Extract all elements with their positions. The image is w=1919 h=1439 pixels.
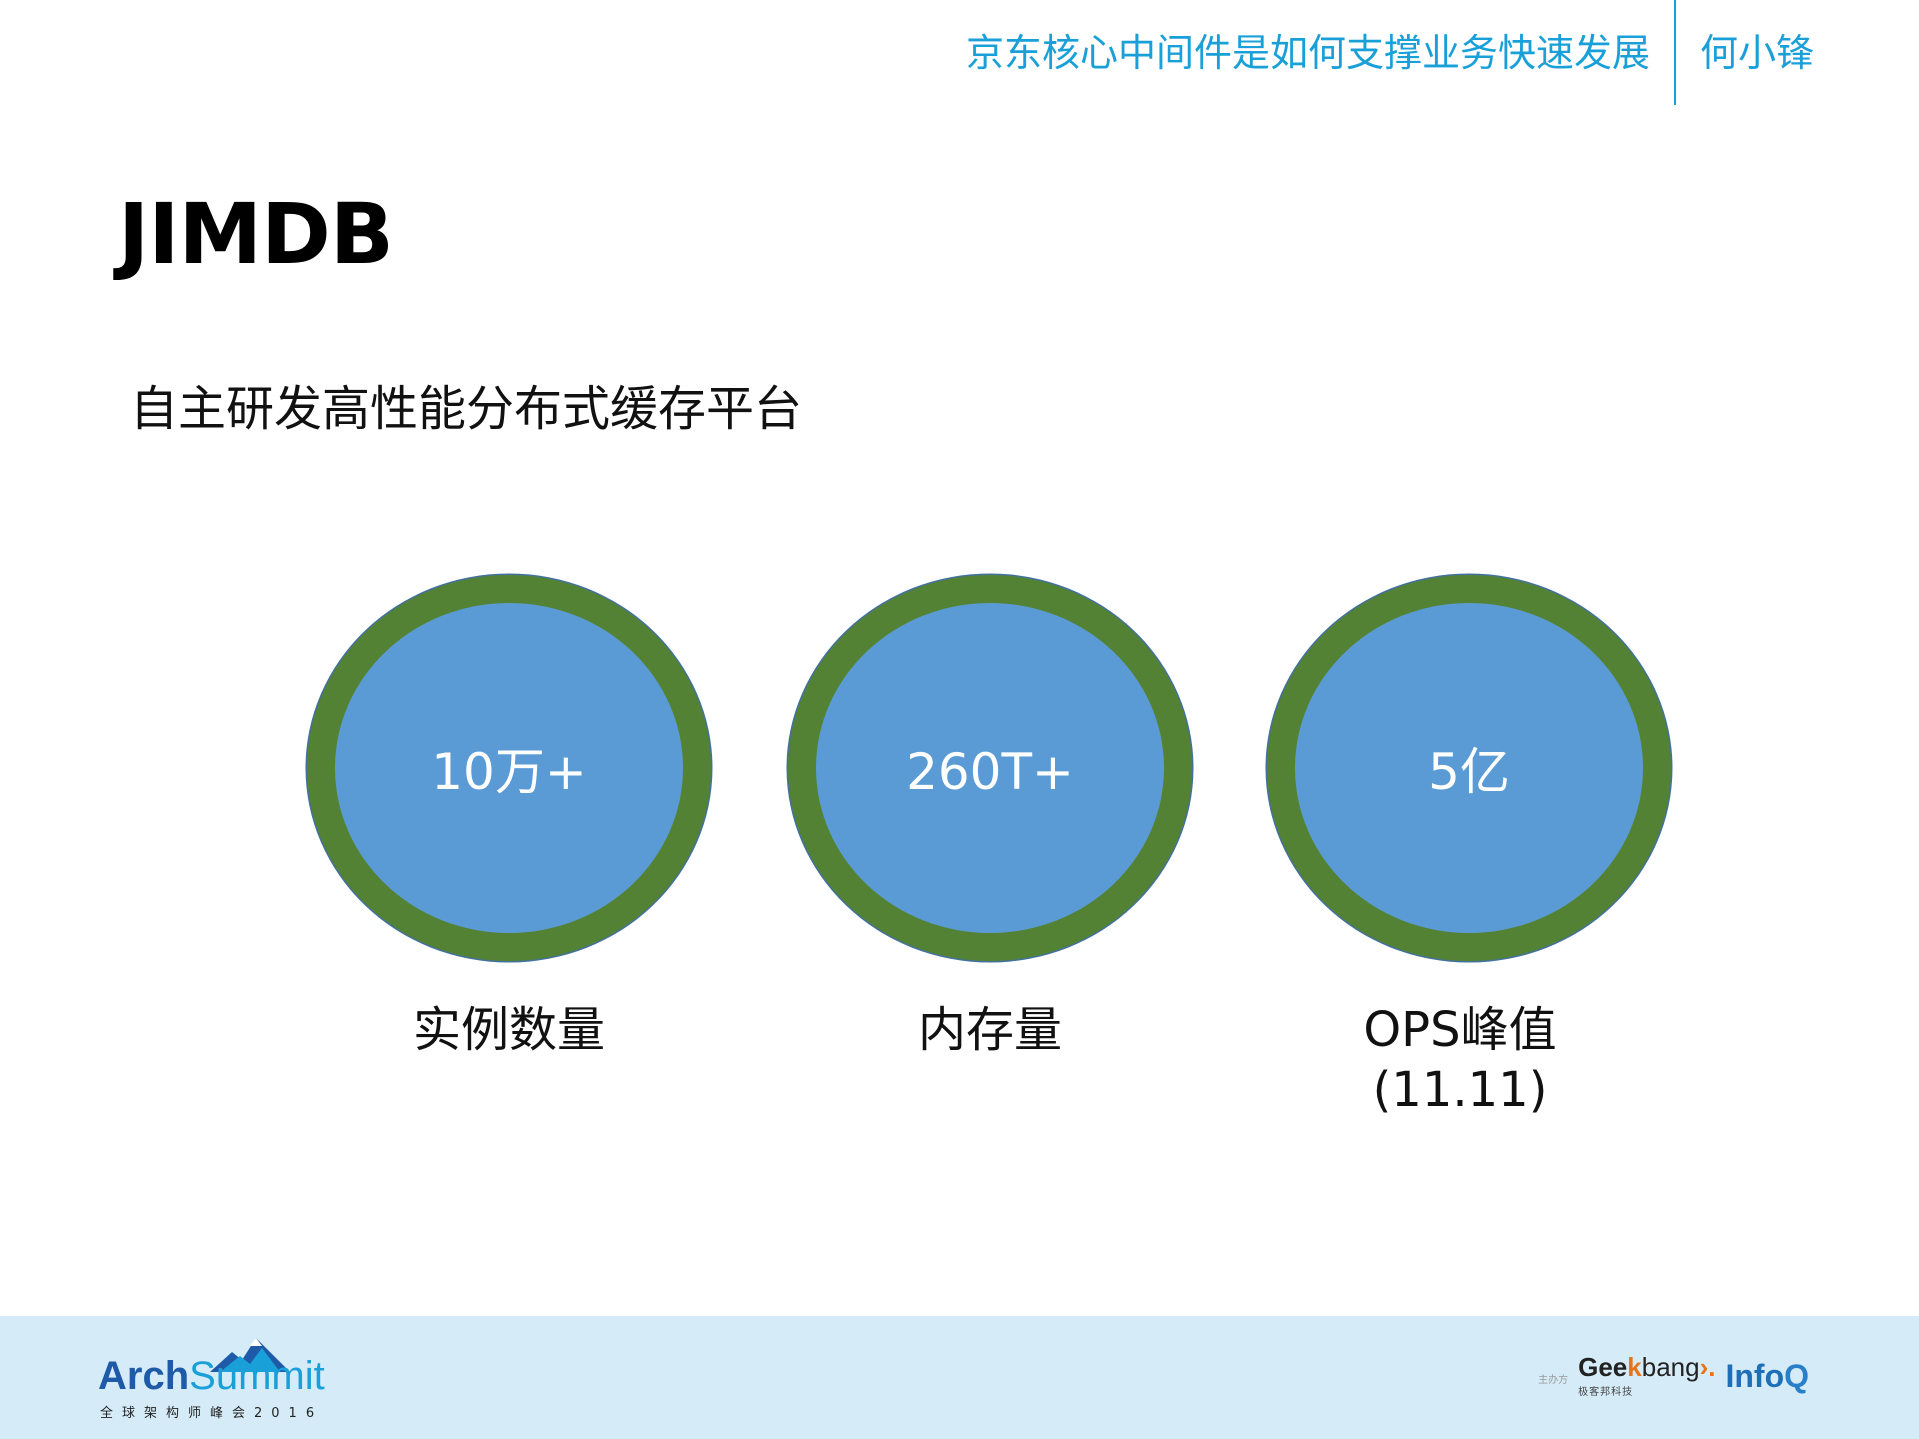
- slide-subtitle: 自主研发高性能分布式缓存平台: [130, 381, 803, 437]
- metric-label-instances: 实例数量: [412, 1002, 605, 1058]
- slide-header: 京东核心中间件是如何支撑业务快速发展 何小锋: [966, 0, 1814, 105]
- archsummit-logo-subtitle: 全球架构师峰会2016: [100, 1406, 324, 1421]
- sponsor-logos: 主办方 Geekbang›. 极客邦科技 InfoQ: [1538, 1354, 1809, 1400]
- talk-topic: 京东核心中间件是如何支撑业务快速发展: [965, 30, 1650, 75]
- infoq-logo: InfoQ: [1725, 1360, 1809, 1392]
- metric-label-memory: 内存量: [917, 1002, 1062, 1058]
- geekbang-logo-arrow: ›.: [1699, 1352, 1716, 1382]
- infoq-logo-info: Info: [1725, 1358, 1785, 1394]
- host-label: 主办方: [1538, 1375, 1569, 1386]
- geekbang-logo-gee: Gee: [1578, 1352, 1628, 1382]
- metric-label-ops-line2: (11.11): [1372, 1062, 1548, 1118]
- geekbang-logo-k: k: [1627, 1352, 1642, 1382]
- slide-title: JIMDB: [118, 185, 394, 283]
- metric-circle-ops: 5亿: [1267, 575, 1671, 961]
- metric-value-memory: 260T+: [906, 743, 1074, 801]
- metric-value-ops: 5亿: [1428, 743, 1510, 801]
- metric-circle-memory: 260T+: [788, 575, 1192, 961]
- geekbang-logo-bang: bang: [1641, 1352, 1700, 1382]
- metric-label-ops: OPS峰值 (11.11): [1250, 1000, 1670, 1120]
- metric-circle-instances: 10万+: [307, 575, 711, 961]
- speaker-name: 何小锋: [1699, 30, 1814, 75]
- header-divider: [1673, 0, 1676, 105]
- metric-value-instances: 10万+: [431, 743, 587, 801]
- archsummit-logo-arch: Arch: [98, 1354, 190, 1398]
- mountain-icon: [210, 1338, 290, 1372]
- infoq-logo-q: Q: [1784, 1358, 1809, 1394]
- slide-footer: ArchSummit 全球架构师峰会2016 主办方 Geekbang›. 极客…: [0, 1316, 1919, 1439]
- metric-label-ops-line1: OPS峰值: [1363, 1002, 1557, 1058]
- archsummit-logo-summit: Summit: [189, 1354, 325, 1398]
- geekbang-logo-subtitle: 极客邦科技: [1578, 1387, 1634, 1398]
- geekbang-logo: Geekbang›. 极客邦科技: [1578, 1354, 1715, 1400]
- archsummit-logo: ArchSummit 全球架构师峰会2016: [98, 1334, 328, 1429]
